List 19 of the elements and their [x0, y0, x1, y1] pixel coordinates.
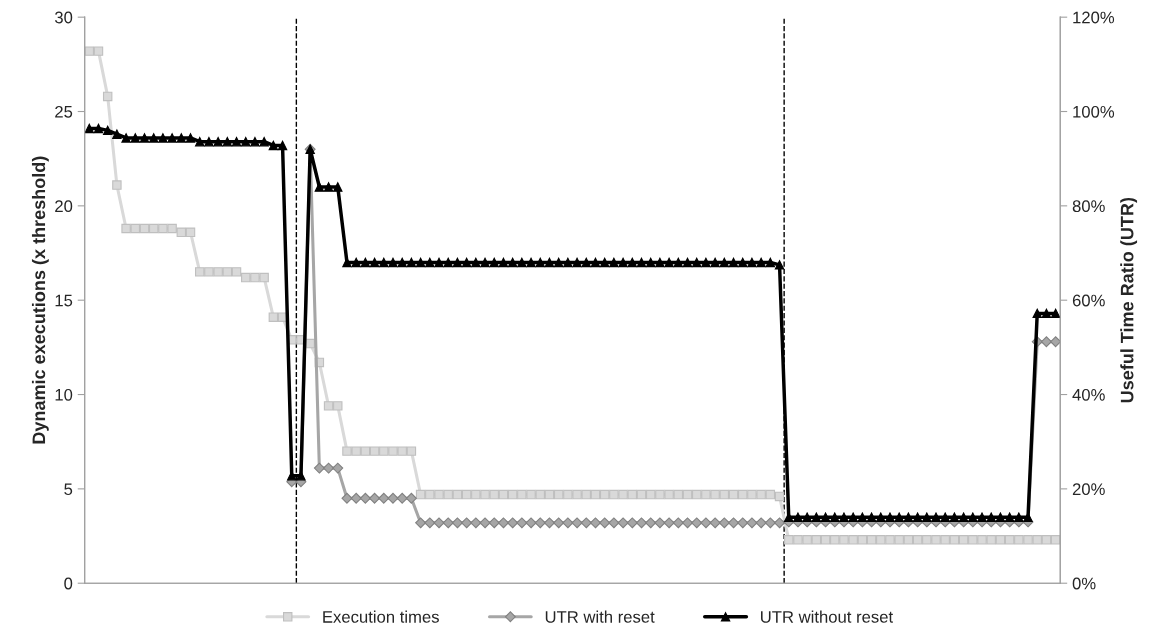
- y-tick-label: 5: [64, 483, 73, 496]
- y2-tick-label: 60%: [1072, 294, 1105, 307]
- y-tick-label: 10: [55, 388, 73, 401]
- legend-label: UTR with reset: [545, 610, 655, 623]
- y-tick-label: 20: [55, 200, 73, 213]
- y2-tick-label: 20%: [1072, 483, 1105, 496]
- y-tick-label: 25: [55, 105, 73, 118]
- y-axis-title: Dynamic executions (x threshold): [31, 156, 49, 444]
- y-tick-label: 15: [55, 294, 73, 307]
- y2-tick-label: 80%: [1072, 200, 1105, 213]
- y2-tick-label: 120%: [1073, 11, 1115, 24]
- legend-label: Execution times: [323, 610, 439, 623]
- legend-label: UTR without reset: [761, 610, 893, 623]
- y2-tick-label: 0%: [1072, 577, 1096, 590]
- y-tick-label: 30: [54, 11, 73, 24]
- y2-tick-label: 40%: [1072, 388, 1105, 401]
- y2-tick-label: 100%: [1073, 105, 1115, 118]
- y-tick-label: 0: [64, 577, 73, 590]
- y2-axis-title: Useful Time Ratio (UTR): [1120, 197, 1138, 403]
